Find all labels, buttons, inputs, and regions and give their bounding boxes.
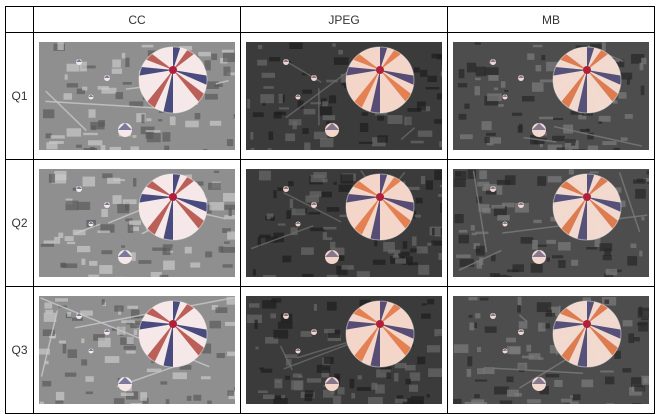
- corner-cell: [6, 7, 34, 33]
- balloon-photo: [453, 42, 649, 150]
- header-row: CC JPEG MB: [6, 7, 655, 33]
- balloon-photo: [246, 296, 442, 404]
- balloon-photo: [39, 42, 235, 150]
- row-header-q3: Q3: [6, 287, 34, 414]
- balloon-photo: [39, 296, 235, 404]
- balloon-photo: [246, 169, 442, 277]
- column-header-jpeg: JPEG: [241, 7, 448, 33]
- table-row-q2: Q2: [6, 160, 655, 287]
- balloon-photo: [246, 42, 442, 150]
- comparison-table: CC JPEG MB Q1 Q2 Q3: [5, 6, 655, 414]
- row-header-q2: Q2: [6, 160, 34, 287]
- table-row-q3: Q3: [6, 287, 655, 414]
- column-header-cc: CC: [34, 7, 241, 33]
- table-row-q1: Q1: [6, 33, 655, 160]
- balloon-photo: [453, 296, 649, 404]
- column-header-mb: MB: [448, 7, 655, 33]
- balloon-photo: [39, 169, 235, 277]
- row-header-q1: Q1: [6, 33, 34, 160]
- balloon-photo: [453, 169, 649, 277]
